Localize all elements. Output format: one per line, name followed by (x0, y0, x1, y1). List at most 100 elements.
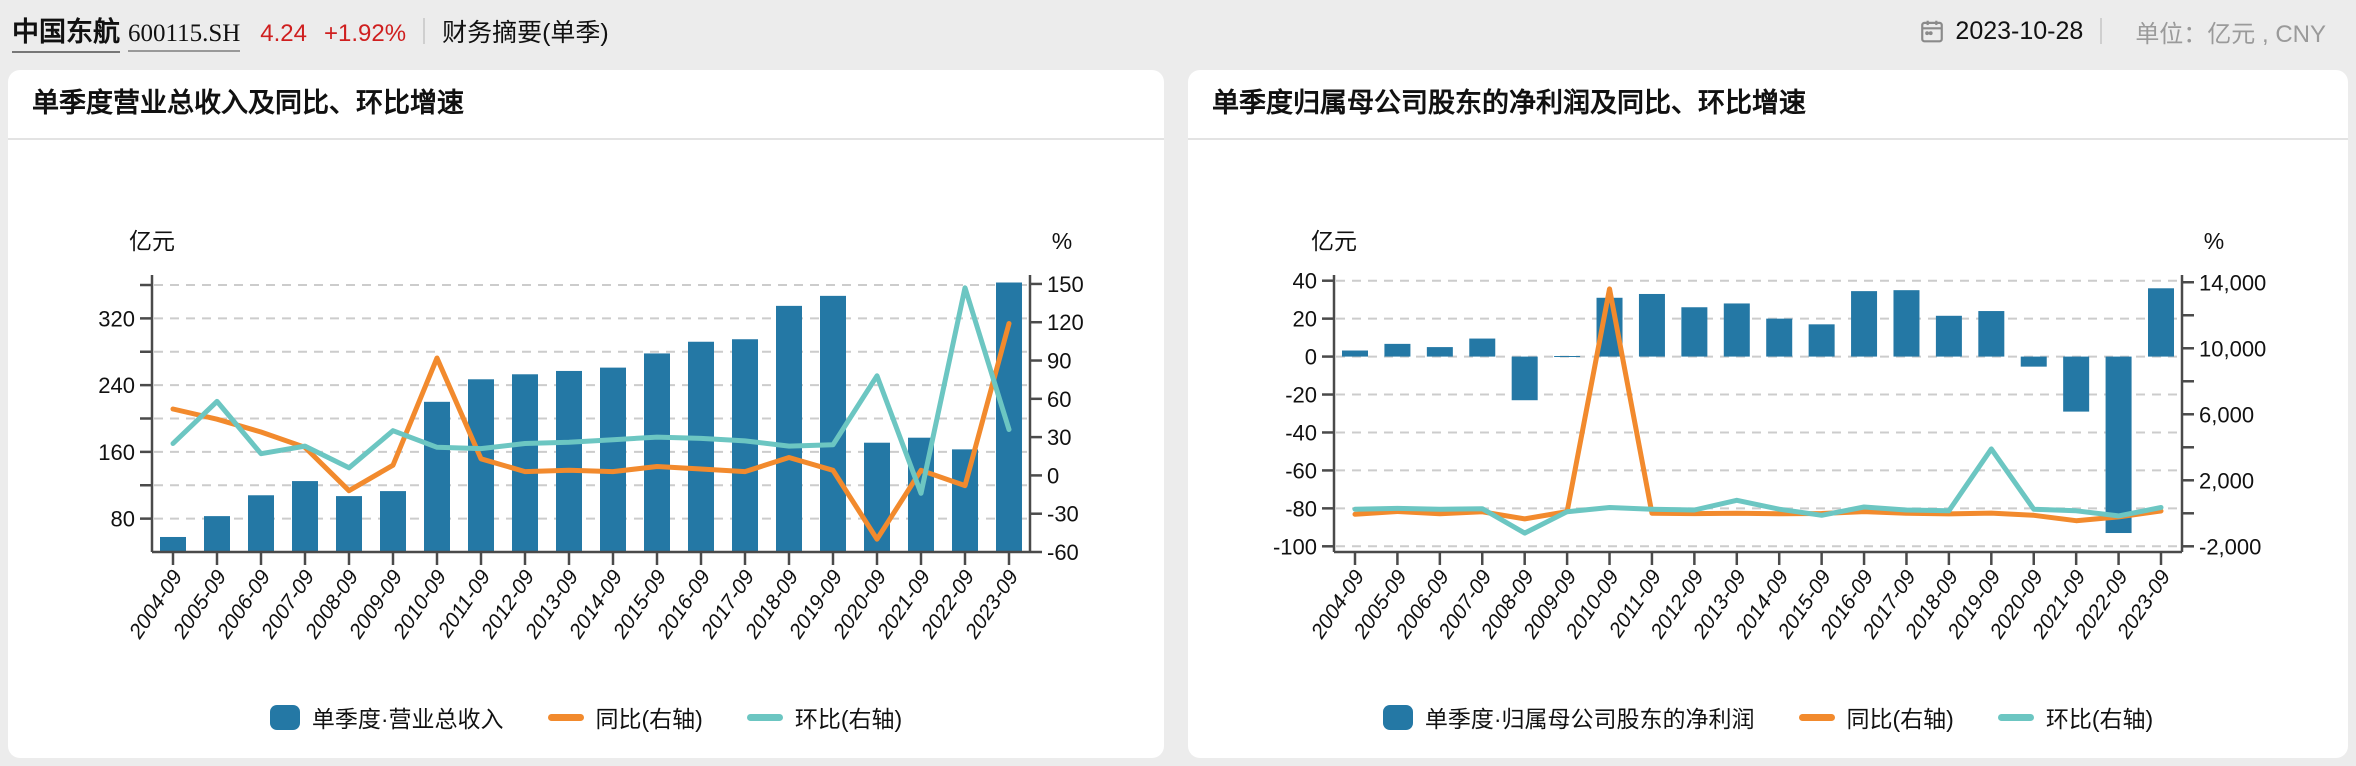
legend-bar-swatch (269, 704, 300, 730)
bar (820, 295, 846, 552)
header-right-group: 2023-10-28 单位：亿元 , CNY (1919, 14, 2326, 49)
unit-label: 单位：亿元 , CNY (2135, 20, 2326, 48)
legend-label: 环比(右轴) (2045, 706, 2154, 732)
bar (1426, 347, 1453, 357)
bar (1808, 324, 1835, 357)
tick-label: 0 (1047, 463, 1059, 488)
bar (1638, 293, 1665, 357)
tick-label: 160 (98, 440, 135, 465)
bar (688, 341, 714, 552)
bar (556, 370, 582, 552)
tick-label: 6,000 (2199, 402, 2254, 427)
tick-label: 150 (1047, 272, 1084, 297)
bar (1384, 343, 1411, 357)
bar (776, 305, 802, 552)
bar (160, 536, 186, 552)
bar (1978, 311, 2005, 357)
net-profit-chart-panel: 单季度归属母公司股东的净利润及同比、环比增速 -100 -80 -60 -40 -20 0… (1188, 70, 2348, 758)
stock-info-group: 中国东航 600115.SH 4.24 +1.92% 财务摘要(单季) (12, 10, 609, 53)
bar (1511, 356, 1538, 401)
bar (1935, 315, 1962, 357)
calendar-icon[interactable] (1919, 18, 1945, 44)
bar (952, 449, 978, 552)
left-unit-label: 亿元 (129, 228, 175, 254)
legend-line-swatch (547, 713, 584, 721)
tick-label: 240 (98, 373, 135, 398)
legend-bar-swatch (1382, 704, 1413, 730)
tick-label: 60 (1047, 387, 1071, 412)
bar (600, 367, 626, 552)
tick-label: 80 (111, 507, 135, 532)
stock-price: 4.24 (260, 19, 307, 47)
legend-item[interactable]: 同比(右轴) (1798, 700, 1954, 734)
report-date[interactable]: 2023-10-28 (1955, 16, 2084, 45)
bar (864, 442, 890, 552)
tick-label: 320 (98, 306, 135, 331)
tick-label: 40 (1293, 269, 1317, 294)
legend-label: 同比(右轴) (1846, 706, 1954, 732)
bar (1723, 303, 1750, 357)
left-unit-label: 亿元 (1311, 228, 1357, 254)
bar (1893, 290, 1920, 357)
legend-label: 环比(右轴) (794, 706, 903, 732)
tick-label: 120 (1047, 310, 1084, 335)
tick-label: -100 (1273, 534, 1317, 559)
bar (2105, 356, 2132, 534)
net-profit-chart-title: 单季度归属母公司股东的净利润及同比、环比增速 (1188, 70, 2348, 140)
header-divider-2 (2100, 18, 2103, 44)
bar (248, 495, 274, 552)
legend-item[interactable]: 环比(右轴) (1997, 700, 2154, 734)
legend-item[interactable]: 同比(右轴) (547, 700, 703, 734)
tick-label: -20 (1285, 383, 1317, 408)
bar (2020, 356, 2047, 367)
tick-label: -30 (1047, 502, 1079, 527)
bar (292, 481, 318, 552)
qoq-line (170, 285, 1012, 496)
bar (732, 339, 758, 552)
tick-label: 30 (1047, 425, 1071, 450)
legend-line-swatch (1997, 713, 2034, 721)
tick-label: -60 (1285, 458, 1317, 483)
stock-name[interactable]: 中国东航 (12, 10, 120, 53)
legend-item[interactable]: 单季度·归属母公司股东的净利润 (1382, 700, 1755, 734)
bar (1469, 338, 1496, 357)
bar (512, 374, 538, 552)
legend-label: 单季度·营业总收入 (311, 706, 504, 732)
top-header-bar: 中国东航 600115.SH 4.24 +1.92% 财务摘要(单季) 2023… (0, 0, 2356, 62)
legend-line-swatch (746, 713, 783, 721)
bar (1681, 307, 1708, 357)
bar (2063, 356, 2090, 412)
yoy-line (170, 321, 1012, 542)
qoq-line (1352, 446, 2164, 536)
legend-item[interactable]: 环比(右轴) (746, 700, 903, 734)
tick-label: -60 (1047, 540, 1079, 565)
yoy-line (1352, 286, 2164, 524)
bar (424, 401, 450, 552)
revenue-chart-title: 单季度营业总收入及同比、环比增速 (8, 70, 1164, 140)
page-title: 财务摘要(单季) (442, 18, 609, 47)
header-divider (423, 18, 426, 44)
legend-label: 同比(右轴) (595, 706, 703, 732)
tick-label: 0 (1305, 345, 1317, 370)
right-unit-label: % (1052, 228, 1072, 254)
bar (1554, 356, 1581, 358)
tick-label: 20 (1293, 307, 1317, 332)
right-unit-label: % (2204, 228, 2224, 254)
tick-label: -2,000 (2199, 534, 2261, 559)
bar (2148, 288, 2174, 357)
legend-item[interactable]: 单季度·营业总收入 (269, 700, 504, 734)
tick-label: -40 (1285, 420, 1317, 445)
stock-code[interactable]: 600115.SH (128, 20, 241, 52)
revenue-chart-legend: 单季度·营业总收入 同比(右轴) 环比(右轴) (8, 700, 1164, 734)
net-profit-chart-canvas: -100 -80 -60 -40 -20 0 20 40 -2,000 2,000 6,000 10,… (1273, 228, 2266, 644)
tick-label: 90 (1047, 349, 1071, 374)
bar (380, 491, 406, 552)
legend-label: 单季度·归属母公司股东的净利润 (1424, 706, 1755, 732)
revenue-chart-panel: 单季度营业总收入及同比、环比增速 80 160 240 320 -60 -30 0 30 60 9… (8, 70, 1164, 758)
tick-label: 2,000 (2199, 468, 2254, 493)
tick-label: 14,000 (2199, 270, 2266, 295)
bar (1766, 318, 1793, 357)
bar (644, 353, 670, 552)
legend-line-swatch (1798, 713, 1835, 721)
